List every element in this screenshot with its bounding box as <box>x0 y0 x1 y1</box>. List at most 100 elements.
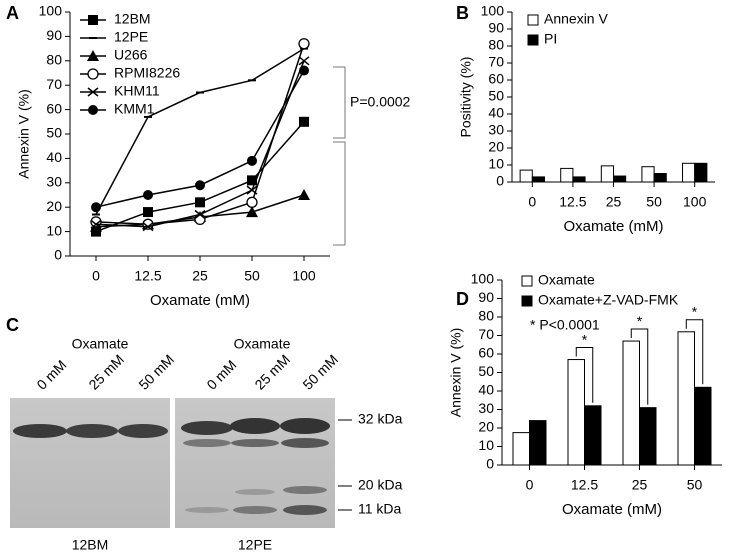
marker <box>143 190 153 200</box>
legend-label: Oxamate+Z-VAD-FMK <box>538 292 679 308</box>
p-bracket <box>333 66 346 246</box>
legend-label: RPMI8226 <box>114 65 180 81</box>
blot-group-title: Oxamate <box>234 336 291 352</box>
y-tick-label: 20 <box>478 419 494 435</box>
bar <box>600 165 615 183</box>
y-tick-label: 20 <box>46 198 62 214</box>
marker <box>247 175 257 186</box>
bar <box>677 331 695 466</box>
bar <box>682 162 696 183</box>
y-tick-label: 90 <box>478 289 494 305</box>
p-value: * P<0.0001 <box>530 317 600 333</box>
y-tick-label: 40 <box>46 149 62 165</box>
marker <box>298 38 310 50</box>
marker <box>142 222 154 232</box>
marker <box>298 189 310 200</box>
x-axis-label: Oxamate (mM) <box>562 501 662 518</box>
bar <box>560 167 574 183</box>
y-tick-label: 10 <box>478 437 494 453</box>
legend-swatch <box>527 14 539 26</box>
marker <box>88 15 98 25</box>
x-tick-label: 25 <box>632 477 648 493</box>
y-tick-label: 100 <box>481 3 505 19</box>
y-tick-label: 80 <box>46 52 62 68</box>
x-tick-label: 0 <box>526 477 534 493</box>
y-tick-label: 80 <box>478 308 494 324</box>
lane-label: 0 mM <box>33 357 69 393</box>
y-tick-label: 40 <box>478 382 494 398</box>
legend-label: 12PE <box>114 29 148 45</box>
bar <box>613 175 627 183</box>
y-tick-label: 0 <box>496 173 504 189</box>
marker <box>87 68 99 80</box>
legend-label: Annexin V <box>544 11 608 27</box>
bar <box>519 169 533 183</box>
marker <box>299 65 309 76</box>
bar <box>584 405 602 466</box>
marker <box>90 219 102 229</box>
marker <box>246 196 258 208</box>
sig-bracket <box>575 347 594 403</box>
marker <box>195 197 205 208</box>
bar <box>694 386 712 466</box>
y-tick-label: 40 <box>488 105 504 121</box>
y-axis-label: Positivity (%) <box>458 57 474 138</box>
marker <box>247 155 257 166</box>
marker <box>88 105 98 115</box>
y-axis-label: Annexin V (%) <box>448 328 464 417</box>
y-tick-label: 100 <box>39 3 63 19</box>
bar <box>529 420 547 466</box>
lane-label: 50 mM <box>135 351 177 393</box>
cell-line: 12PE <box>238 537 272 553</box>
y-tick-label: 60 <box>478 345 494 361</box>
size-marker: 11 kDa <box>358 501 402 517</box>
x-axis-label: Oxamate (mM) <box>150 292 250 309</box>
bar <box>639 407 657 466</box>
legend-swatch <box>527 34 539 46</box>
size-marker: 20 kDa <box>358 477 403 493</box>
y-tick-label: 90 <box>488 20 504 36</box>
x-tick-label: 100 <box>683 194 707 210</box>
panel-label: C <box>6 315 19 335</box>
y-tick-label: 50 <box>478 363 494 379</box>
legend-label: U266 <box>114 47 148 63</box>
y-tick-label: 60 <box>46 100 62 116</box>
x-tick-label: 50 <box>646 194 662 210</box>
blot-group-title: Oxamate <box>72 336 129 352</box>
legend-label: KMM1 <box>114 101 155 117</box>
y-tick-label: 50 <box>488 88 504 104</box>
legend-swatch <box>521 275 533 287</box>
y-tick-label: 30 <box>488 122 504 138</box>
x-tick-label: 0 <box>528 194 536 210</box>
marker <box>298 56 310 66</box>
x-tick-label: 50 <box>687 477 703 493</box>
sig-mark: * <box>637 313 643 329</box>
y-tick-label: 70 <box>478 326 494 342</box>
panel-label: A <box>6 3 19 23</box>
sig-bracket <box>685 319 704 385</box>
legend-label: 12BM <box>114 11 151 27</box>
y-tick-label: 70 <box>488 54 504 70</box>
bar <box>572 176 586 183</box>
marker <box>299 116 309 127</box>
cell-line: 12BM <box>72 537 109 553</box>
sig-mark: * <box>582 331 588 347</box>
bar <box>641 166 655 183</box>
marker <box>246 206 258 218</box>
bar <box>512 432 530 466</box>
x-tick-label: 12.5 <box>134 268 161 284</box>
panel-label: D <box>456 289 469 309</box>
bar <box>531 176 545 183</box>
x-tick-label: 12.5 <box>571 477 598 493</box>
bar <box>567 359 585 466</box>
size-marker: 32 kDa <box>358 411 403 427</box>
p-value: P=0.0002 <box>350 94 411 110</box>
sig-bracket <box>630 328 649 405</box>
y-tick-label: 30 <box>46 174 62 190</box>
marker <box>143 207 153 218</box>
x-tick-label: 50 <box>244 268 260 284</box>
blot-image <box>10 398 335 528</box>
legend-label: PI <box>544 31 557 47</box>
x-tick-label: 25 <box>606 194 622 210</box>
